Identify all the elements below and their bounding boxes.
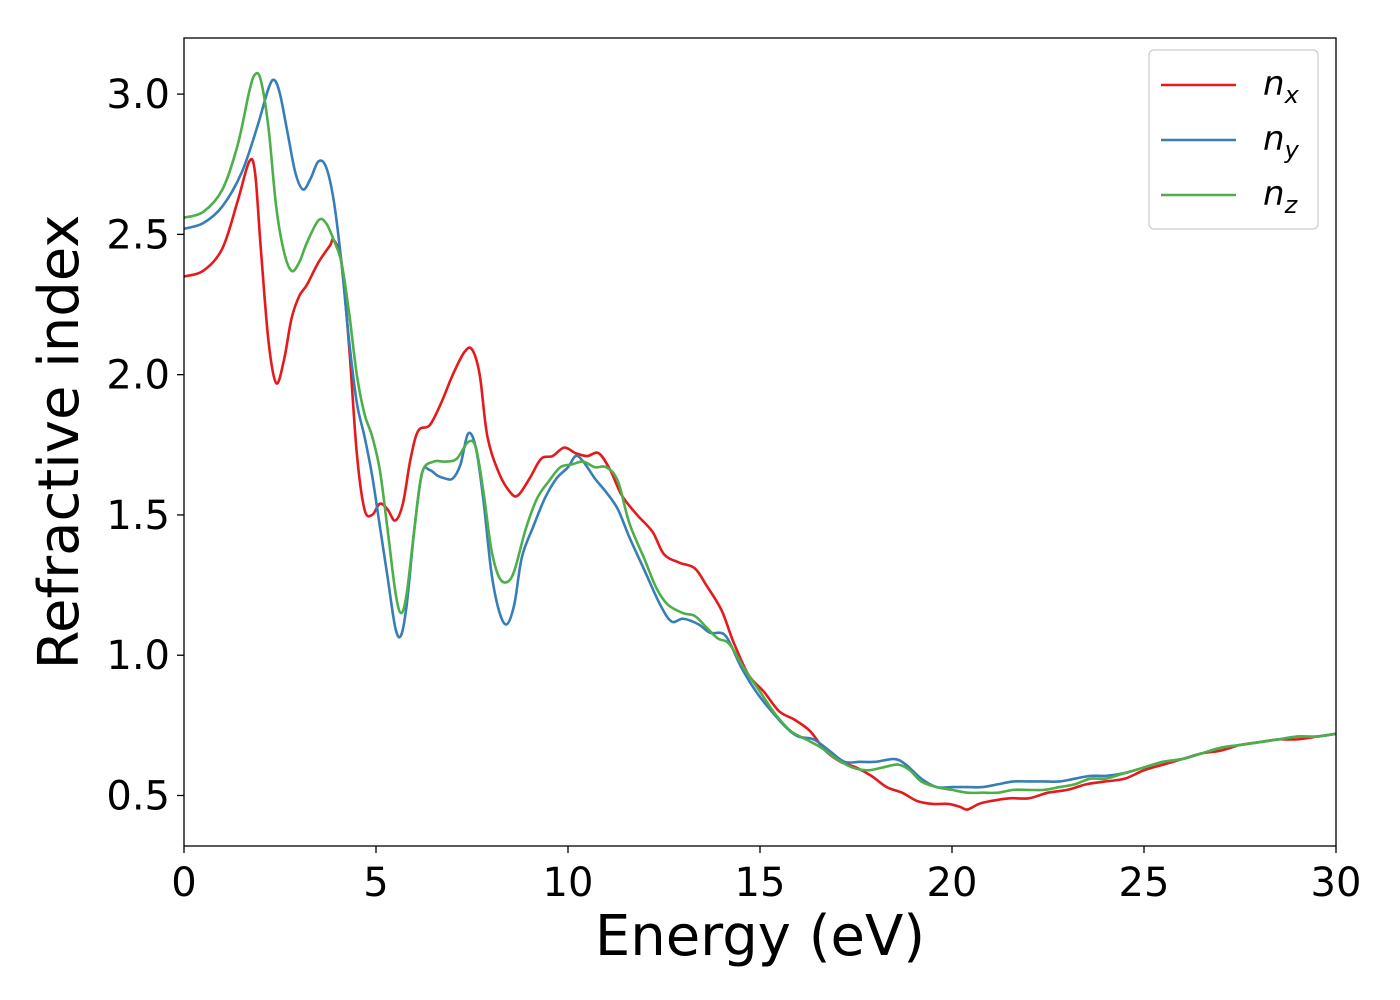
y-tick-label: 3.0 [106, 72, 170, 118]
series-line-y [184, 78, 1336, 789]
series-line-z [184, 71, 1336, 795]
legend-label-x: nx [1263, 64, 1300, 109]
x-axis-title: Energy (eV) [595, 904, 925, 969]
y-tick-label: 1.0 [106, 633, 170, 679]
x-tick-label: 5 [363, 860, 388, 906]
x-tick-label: 30 [1311, 860, 1362, 906]
y-axis-title: Refractive index [27, 215, 92, 670]
x-axis: 0 5 10 15 20 25 30 [171, 846, 1361, 906]
x-tick-label: 0 [171, 860, 196, 906]
x-tick-label: 15 [735, 860, 786, 906]
y-tick-label: 0.5 [106, 774, 170, 820]
legend-label-y: ny [1263, 119, 1300, 164]
y-axis: 0.5 1.0 1.5 2.0 2.5 3.0 [106, 72, 184, 820]
legend: nx ny nz [1148, 49, 1319, 230]
legend-label-z: nz [1263, 174, 1299, 219]
x-tick-label: 25 [1119, 860, 1170, 906]
y-tick-label: 2.0 [106, 353, 170, 399]
x-tick-label: 20 [927, 860, 978, 906]
x-tick-label: 10 [543, 860, 594, 906]
y-tick-label: 2.5 [106, 212, 170, 258]
y-tick-label: 1.5 [106, 493, 170, 539]
series-layer [184, 71, 1336, 811]
